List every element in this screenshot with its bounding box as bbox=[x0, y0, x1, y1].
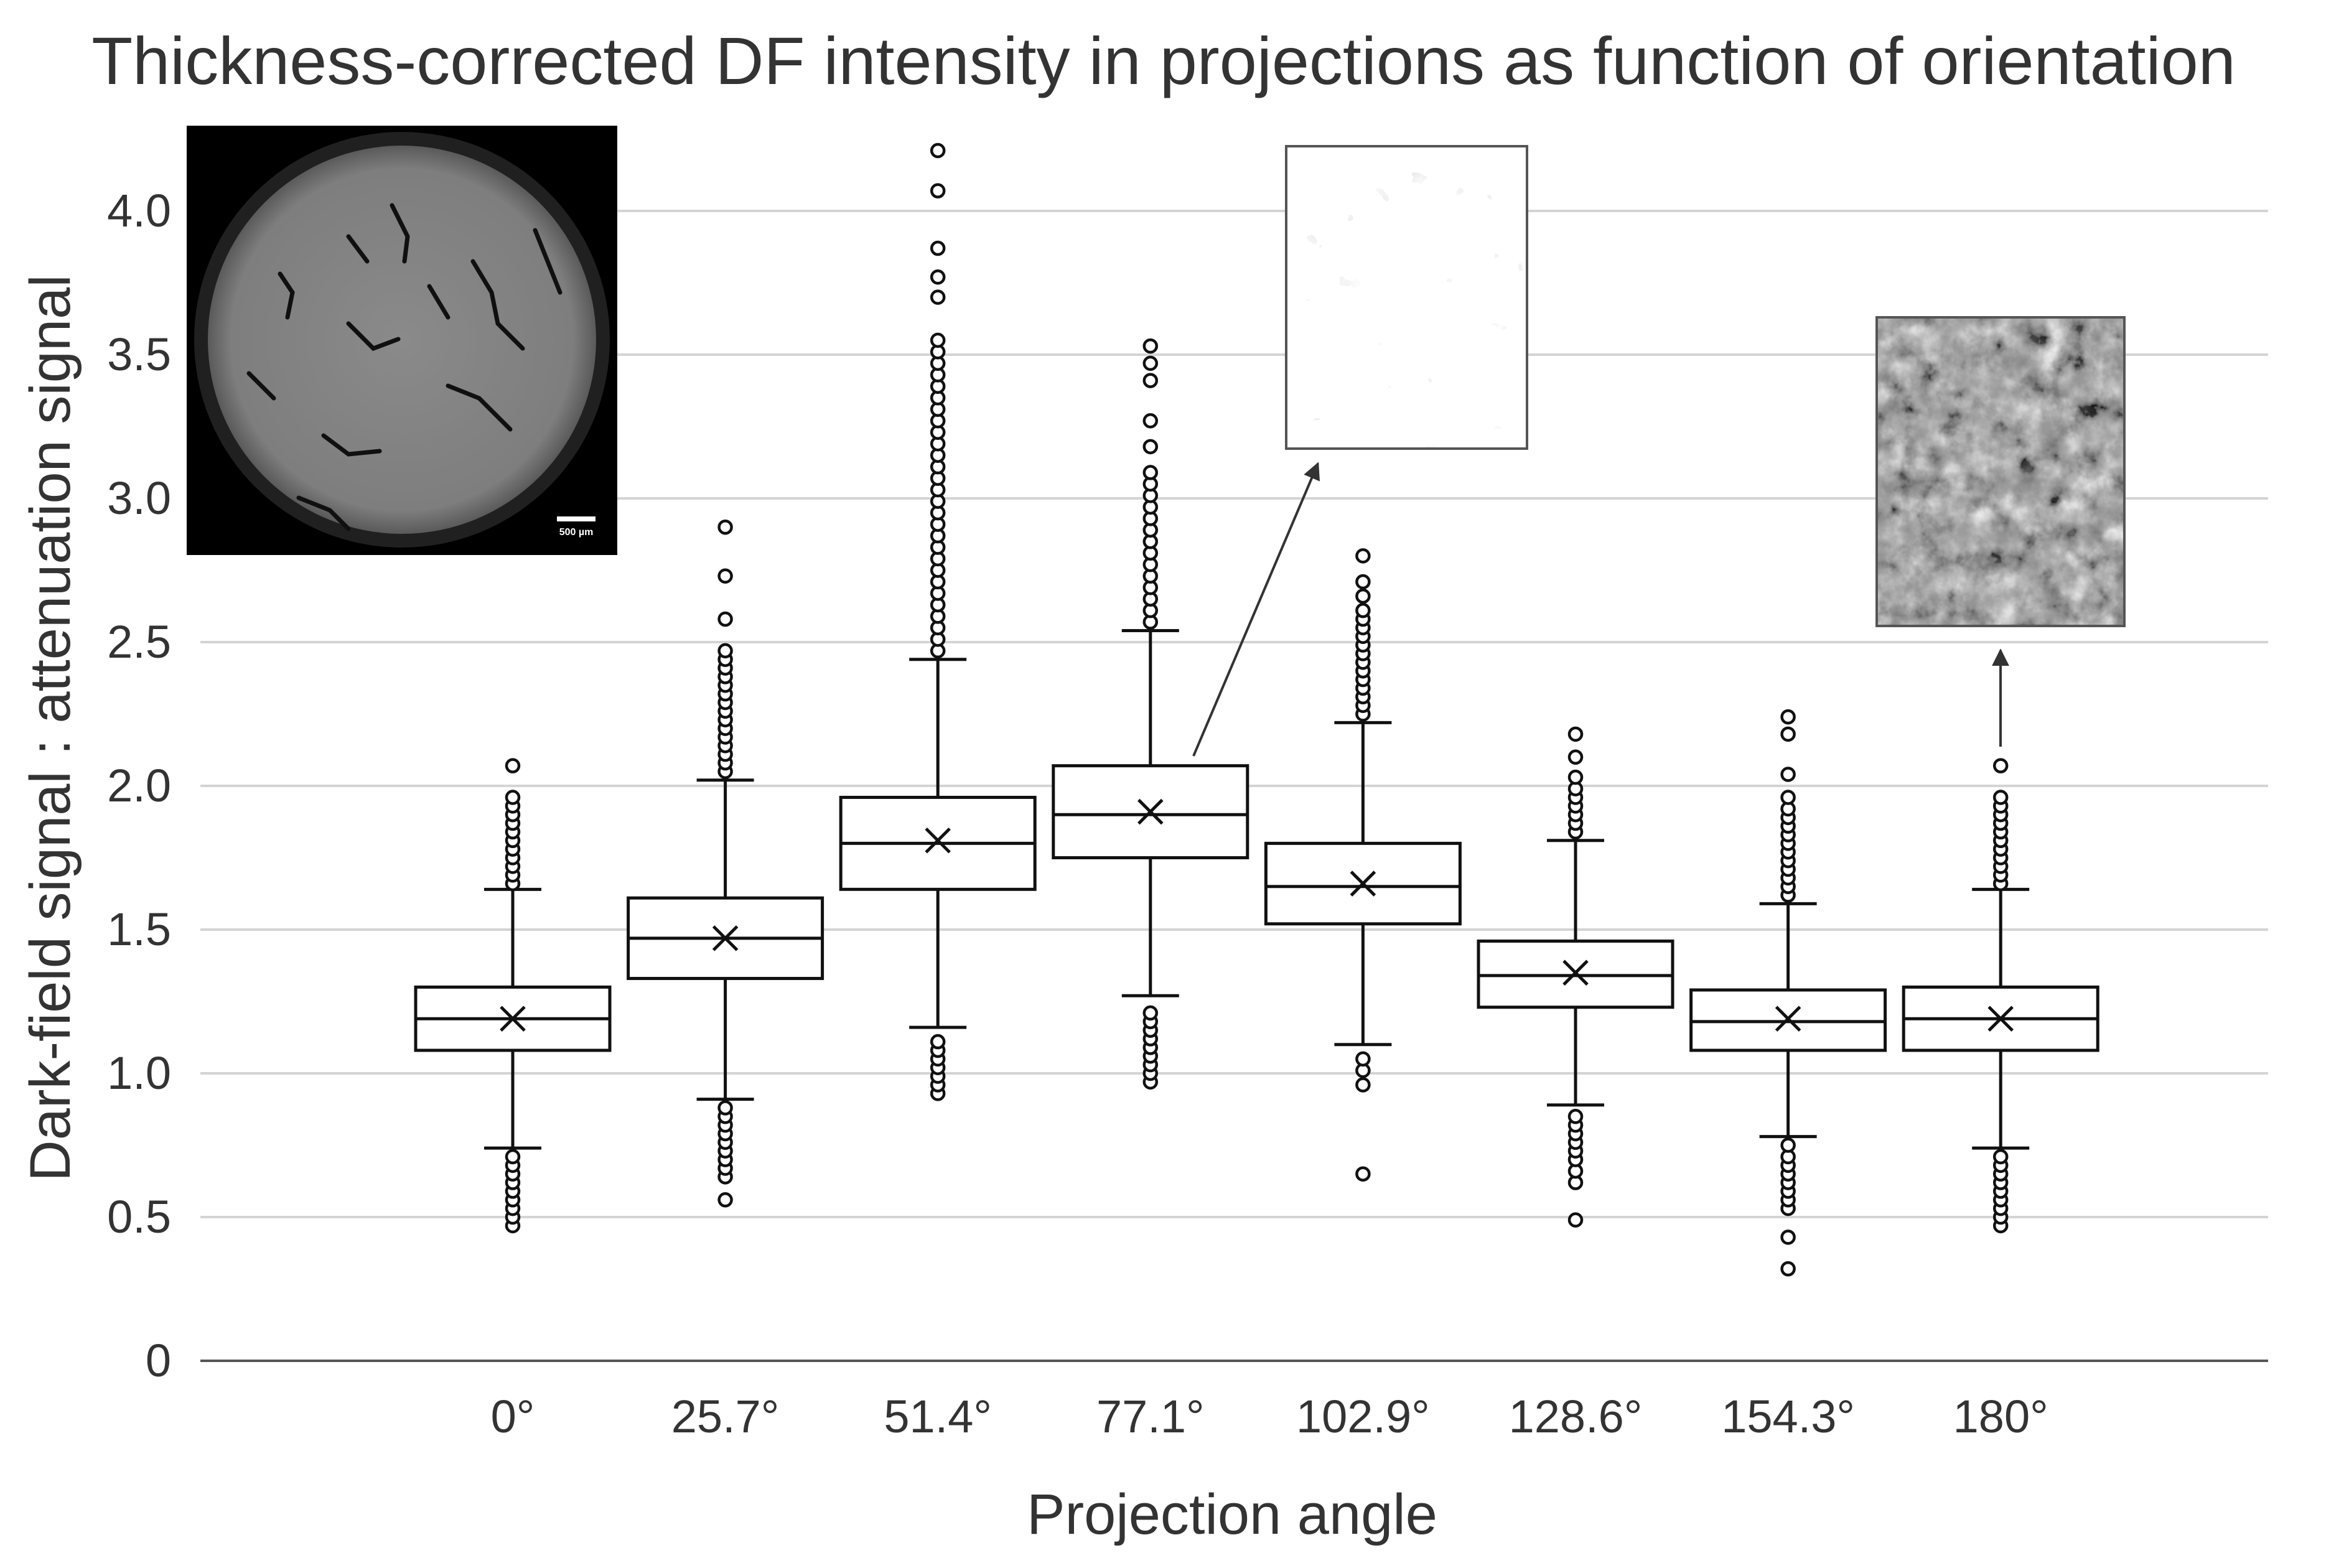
box-2 bbox=[839, 142, 1037, 1101]
outlier-point bbox=[1780, 767, 1796, 782]
chart-title: Thickness-corrected DF intensity in proj… bbox=[91, 23, 2236, 98]
mean-marker bbox=[1137, 798, 1164, 825]
x-tick-label-2: 51.4° bbox=[884, 1391, 992, 1442]
axes: 0 0.5 1.0 1.5 2.0 2.5 3.0 3.5 4.0 0° 25.7° 51.4° 77.… bbox=[107, 185, 2268, 1442]
outlier-point bbox=[1142, 465, 1159, 480]
outlier-point bbox=[930, 1034, 946, 1050]
outlier-point bbox=[1780, 709, 1796, 725]
outlier-point bbox=[717, 643, 733, 659]
outlier-point bbox=[1992, 758, 2009, 773]
outlier-point bbox=[1355, 1077, 1371, 1093]
mean-marker bbox=[1350, 870, 1376, 897]
outlier-point bbox=[505, 1149, 521, 1165]
x-tick-label-1: 25.7° bbox=[671, 1391, 780, 1442]
y-tick-label-8: 4.0 bbox=[107, 185, 171, 236]
x-tick-label-7: 180° bbox=[1953, 1391, 2048, 1442]
x-tick-label-3: 77.1° bbox=[1096, 1391, 1205, 1442]
y-tick-label-6: 3.0 bbox=[107, 472, 171, 524]
outlier-point bbox=[1142, 413, 1159, 429]
outlier-point bbox=[1355, 588, 1371, 604]
outlier-point bbox=[930, 332, 946, 348]
dark-field-detail-inset-77 bbox=[1192, 145, 1528, 757]
x-tick-label-5: 128.6° bbox=[1509, 1391, 1643, 1442]
outlier-point bbox=[717, 611, 733, 627]
y-tick-label-1: 0.5 bbox=[107, 1191, 171, 1243]
outlier-point bbox=[1355, 602, 1371, 618]
box-0 bbox=[414, 758, 612, 1234]
outlier-point bbox=[1142, 1005, 1159, 1021]
outlier-point bbox=[1142, 373, 1159, 388]
x-tick-label-4: 102.9° bbox=[1296, 1391, 1430, 1442]
outlier-point bbox=[930, 269, 946, 285]
outlier-point bbox=[717, 1192, 733, 1208]
outlier-point bbox=[930, 240, 946, 256]
outlier-point bbox=[1567, 1109, 1584, 1124]
box-7 bbox=[1902, 758, 2099, 1234]
outlier-point bbox=[1992, 790, 2009, 805]
outlier-point bbox=[717, 1100, 733, 1116]
outlier-point bbox=[505, 758, 521, 773]
outlier-point bbox=[505, 790, 521, 805]
mean-marker bbox=[500, 1006, 526, 1032]
outlier-point bbox=[1355, 574, 1371, 590]
outlier-point bbox=[717, 568, 733, 584]
outlier-point bbox=[1567, 726, 1584, 742]
y-tick-label-4: 2.0 bbox=[107, 760, 171, 811]
outlier-point bbox=[1567, 749, 1584, 765]
outlier-point bbox=[930, 142, 946, 159]
outlier-point bbox=[1142, 439, 1159, 455]
outlier-point bbox=[1992, 1149, 2009, 1165]
arrow-to-77-inset bbox=[1192, 462, 1320, 757]
y-tick-label-0: 0 bbox=[146, 1335, 171, 1386]
y-tick-label-3: 1.5 bbox=[107, 903, 171, 955]
x-tick-label-0: 0° bbox=[491, 1391, 535, 1442]
box-5 bbox=[1477, 726, 1674, 1228]
outlier-point bbox=[1780, 1137, 1796, 1153]
boxes bbox=[414, 142, 2099, 1277]
box-6 bbox=[1689, 709, 1887, 1277]
x-tick-label-6: 154.3° bbox=[1721, 1391, 1855, 1442]
outlier-point bbox=[930, 183, 946, 198]
mean-marker bbox=[925, 828, 951, 854]
outlier-point bbox=[1780, 1230, 1796, 1245]
y-axis-title: Dark-field signal : attenuation signal bbox=[19, 274, 82, 1182]
box-1 bbox=[627, 519, 824, 1208]
outlier-point bbox=[1355, 1166, 1371, 1182]
dark-field-detail-inset-180 bbox=[1875, 316, 2126, 747]
mean-marker bbox=[1562, 959, 1589, 986]
outlier-point bbox=[1567, 769, 1584, 785]
outlier-point bbox=[930, 289, 946, 305]
outlier-point bbox=[1780, 790, 1796, 805]
outlier-point bbox=[717, 519, 733, 535]
box-3 bbox=[1052, 338, 1249, 1090]
outlier-point bbox=[1355, 1051, 1371, 1067]
mean-marker bbox=[1775, 1006, 1801, 1032]
outlier-point bbox=[1142, 355, 1159, 371]
ct-slice-inset: 500 µm bbox=[187, 126, 617, 555]
outlier-point bbox=[1780, 1261, 1796, 1277]
y-tick-label-7: 3.5 bbox=[107, 329, 171, 380]
outlier-point bbox=[1780, 726, 1796, 742]
x-axis-title: Projection angle bbox=[1027, 1483, 1437, 1546]
outlier-point bbox=[1142, 338, 1159, 354]
y-tick-label-5: 2.5 bbox=[107, 616, 171, 668]
outlier-point bbox=[1567, 1212, 1584, 1228]
mean-marker bbox=[1987, 1006, 2014, 1032]
outlier-point bbox=[1355, 548, 1371, 564]
box-4 bbox=[1264, 548, 1462, 1182]
mean-marker bbox=[712, 925, 739, 951]
y-tick-label-2: 1.0 bbox=[107, 1047, 171, 1099]
scale-bar-label: 500 µm bbox=[559, 527, 594, 538]
